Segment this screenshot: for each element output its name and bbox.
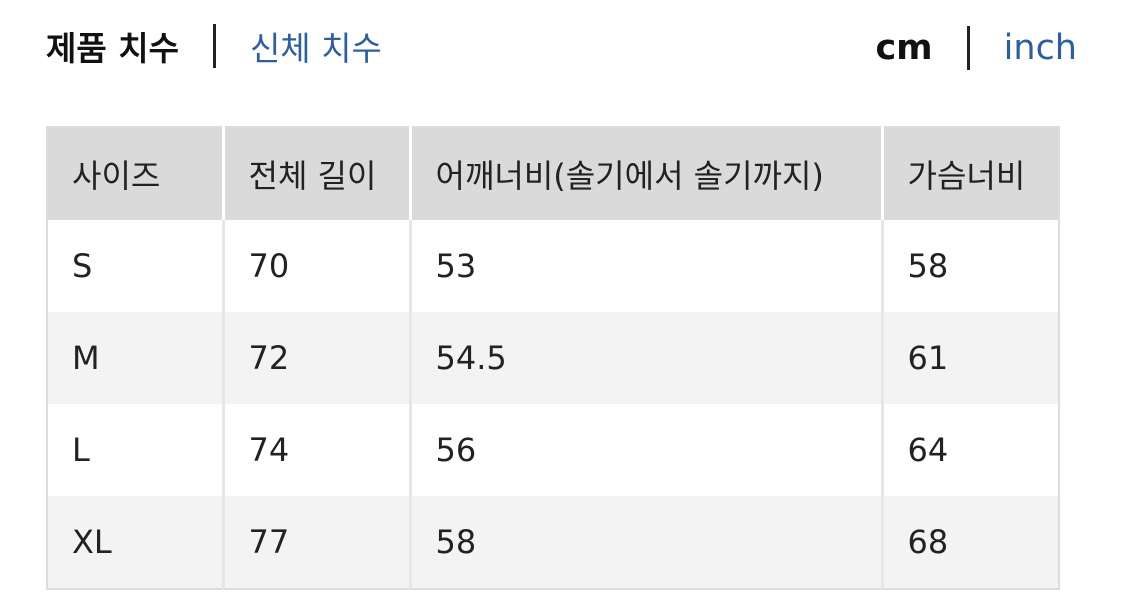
divider — [212, 24, 216, 68]
table-row: L 74 56 64 — [47, 404, 1059, 496]
cell-total-length: 72 — [221, 312, 410, 404]
cell-size: S — [72, 247, 93, 285]
tab-product-size[interactable]: 제품 치수 — [46, 29, 179, 68]
cell-size: XL — [47, 496, 223, 589]
measurement-type-tabs: 제품 치수 신체 치수 — [46, 22, 382, 70]
table-header-row: 사이즈 전체 길이 어깨너비(솔기에서 솔기까지) 가슴너비 — [47, 127, 1059, 220]
cell-shoulder-width: 58 — [408, 496, 882, 589]
cell-shoulder-width: 54.5 — [408, 312, 882, 404]
cell-chest-width: 58 — [880, 220, 1059, 312]
unit-cm[interactable]: cm — [875, 28, 933, 68]
cell-total-length: 74 — [221, 404, 410, 496]
cell-chest-width: 64 — [880, 404, 1059, 496]
header-chest-width: 가슴너비 — [880, 127, 1059, 220]
unit-inch[interactable]: inch — [1003, 28, 1077, 68]
tab-body-size[interactable]: 신체 치수 — [249, 29, 382, 68]
size-table: 사이즈 전체 길이 어깨너비(솔기에서 솔기까지) 가슴너비 S 70 53 5… — [46, 126, 1060, 590]
header-total-length: 전체 길이 — [221, 127, 410, 220]
cell-total-length: 70 — [221, 220, 410, 312]
cell-chest-width: 68 — [880, 496, 1059, 589]
cell-size: L — [72, 431, 90, 469]
unit-toggle: cm inch — [875, 26, 1077, 70]
table-row: M 72 54.5 61 — [47, 312, 1059, 404]
cell-shoulder-width: 53 — [408, 220, 882, 312]
cell-chest-width: 61 — [880, 312, 1059, 404]
header-size: 사이즈 — [47, 127, 223, 220]
cell-size: M — [47, 312, 223, 404]
header-shoulder-width: 어깨너비(솔기에서 솔기까지) — [408, 127, 882, 220]
cell-shoulder-width: 56 — [408, 404, 882, 496]
table-row: S 70 53 58 — [47, 220, 1059, 312]
divider — [966, 26, 970, 70]
cell-total-length: 77 — [221, 496, 410, 589]
table-row: XL 77 58 68 — [47, 496, 1059, 589]
